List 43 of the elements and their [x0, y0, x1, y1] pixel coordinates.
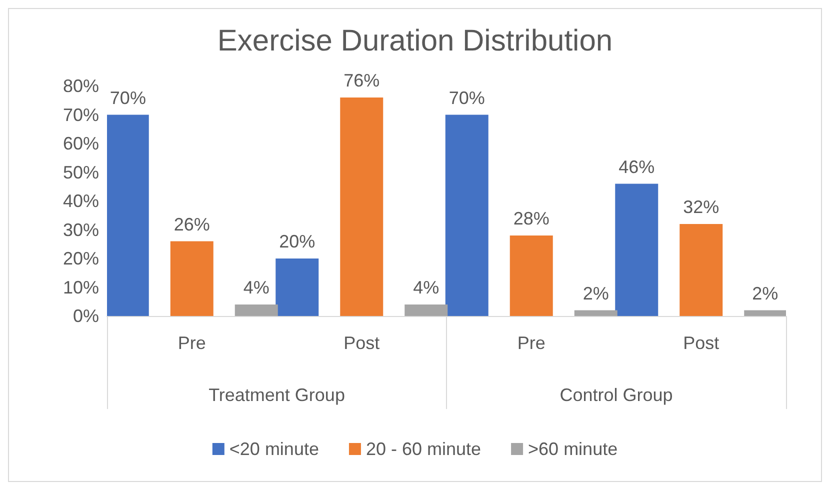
data-label: 76%: [344, 70, 380, 90]
bar: [680, 224, 723, 316]
legend-label: <20 minute: [229, 439, 319, 459]
data-label: 32%: [683, 197, 720, 217]
bar: [744, 310, 786, 316]
y-tick-label: 70%: [62, 104, 99, 125]
bar: [404, 304, 448, 316]
chart-title: Exercise Duration Distribution: [217, 24, 613, 58]
y-tick-label: 80%: [62, 76, 99, 96]
data-label: 26%: [174, 214, 210, 234]
bar: [234, 304, 278, 316]
x-tick-label: Post: [344, 333, 380, 353]
bar: [615, 184, 658, 316]
y-tick-label: 40%: [62, 191, 99, 211]
bar: [510, 236, 553, 316]
y-tick-label: 60%: [62, 134, 99, 154]
legend-label: 20 - 60 minute: [366, 439, 482, 459]
x-tick-label: Pre: [178, 333, 206, 353]
bar: [276, 258, 319, 316]
y-tick-label: 0%: [72, 306, 99, 326]
y-tick-label: 50%: [62, 162, 99, 182]
x-tick-label: Post: [683, 333, 720, 353]
text: Control Group: [560, 385, 673, 405]
y-tick-label: 30%: [62, 220, 99, 240]
data-label: 2%: [752, 283, 778, 304]
data-label: 46%: [618, 156, 655, 177]
data-label: 4%: [413, 278, 440, 298]
bar: [170, 241, 214, 316]
data-label: 70%: [110, 88, 146, 108]
bar: [574, 310, 618, 316]
bar: [107, 114, 149, 316]
bar: [340, 98, 384, 316]
y-tick-label: 20%: [62, 248, 99, 268]
data-label: 2%: [582, 283, 609, 304]
y-tick-label: 10%: [62, 277, 99, 298]
legend-label: >60 minute: [528, 439, 618, 459]
text: Treatment Group: [208, 385, 345, 405]
data-label: 4%: [243, 278, 270, 298]
bar: [445, 114, 488, 316]
data-label: 20%: [279, 232, 316, 252]
data-label: 70%: [448, 88, 485, 108]
data-label: 28%: [513, 208, 550, 228]
x-tick-label: Pre: [517, 333, 546, 353]
